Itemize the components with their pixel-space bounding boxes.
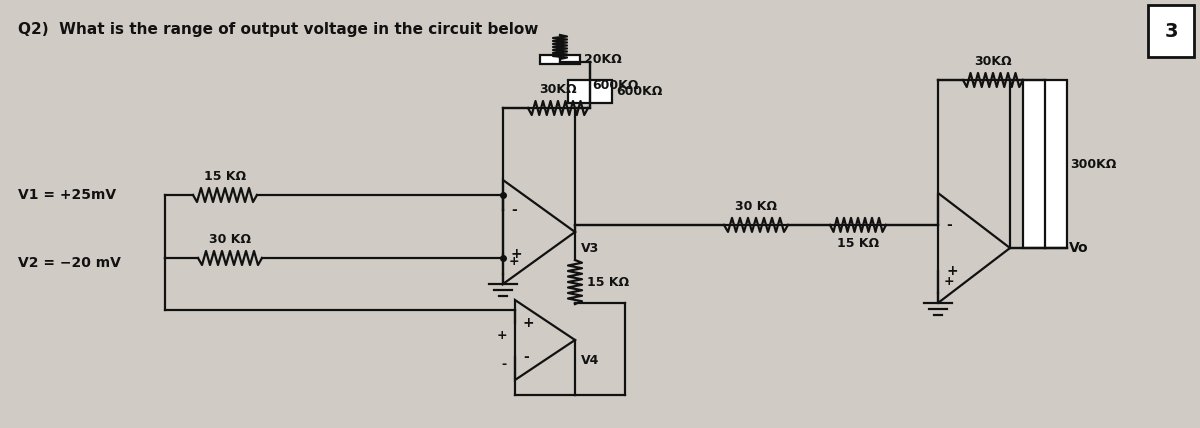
Text: -: - bbox=[523, 350, 529, 364]
Text: 30 KΩ: 30 KΩ bbox=[734, 200, 778, 213]
Bar bbox=[540, 55, 580, 64]
Text: +: + bbox=[497, 329, 508, 342]
Text: 15 KΩ: 15 KΩ bbox=[204, 170, 246, 183]
Text: V3: V3 bbox=[581, 242, 599, 255]
Bar bbox=[1148, 5, 1194, 57]
Text: 30 KΩ: 30 KΩ bbox=[209, 233, 251, 246]
Bar bbox=[568, 80, 612, 103]
Text: V4: V4 bbox=[581, 354, 599, 367]
Text: -: - bbox=[511, 203, 517, 217]
Bar bbox=[1022, 80, 1067, 248]
Text: +: + bbox=[511, 247, 523, 261]
Text: Vo: Vo bbox=[1069, 241, 1088, 255]
Text: -: - bbox=[946, 218, 952, 232]
Text: 30KΩ: 30KΩ bbox=[539, 83, 577, 96]
Text: 600KΩ: 600KΩ bbox=[592, 78, 638, 92]
Polygon shape bbox=[938, 193, 1010, 303]
Text: -: - bbox=[502, 358, 508, 372]
Text: 600KΩ: 600KΩ bbox=[616, 85, 662, 98]
Text: 20KΩ: 20KΩ bbox=[584, 53, 622, 65]
Text: V2 = −20 mV: V2 = −20 mV bbox=[18, 256, 121, 270]
Polygon shape bbox=[503, 180, 575, 284]
Text: 15 KΩ: 15 KΩ bbox=[836, 237, 880, 250]
Text: 15 KΩ: 15 KΩ bbox=[587, 276, 629, 288]
Text: 30KΩ: 30KΩ bbox=[974, 55, 1012, 68]
Text: +: + bbox=[523, 316, 535, 330]
Text: 300KΩ: 300KΩ bbox=[1070, 158, 1116, 170]
Text: +: + bbox=[944, 275, 955, 288]
Polygon shape bbox=[515, 300, 575, 380]
Text: 3: 3 bbox=[1164, 21, 1177, 41]
Text: +: + bbox=[946, 264, 958, 278]
Text: Q2)  What is the range of output voltage in the circuit below: Q2) What is the range of output voltage … bbox=[18, 22, 539, 37]
Text: +: + bbox=[509, 256, 520, 268]
Text: V1 = +25mV: V1 = +25mV bbox=[18, 188, 116, 202]
